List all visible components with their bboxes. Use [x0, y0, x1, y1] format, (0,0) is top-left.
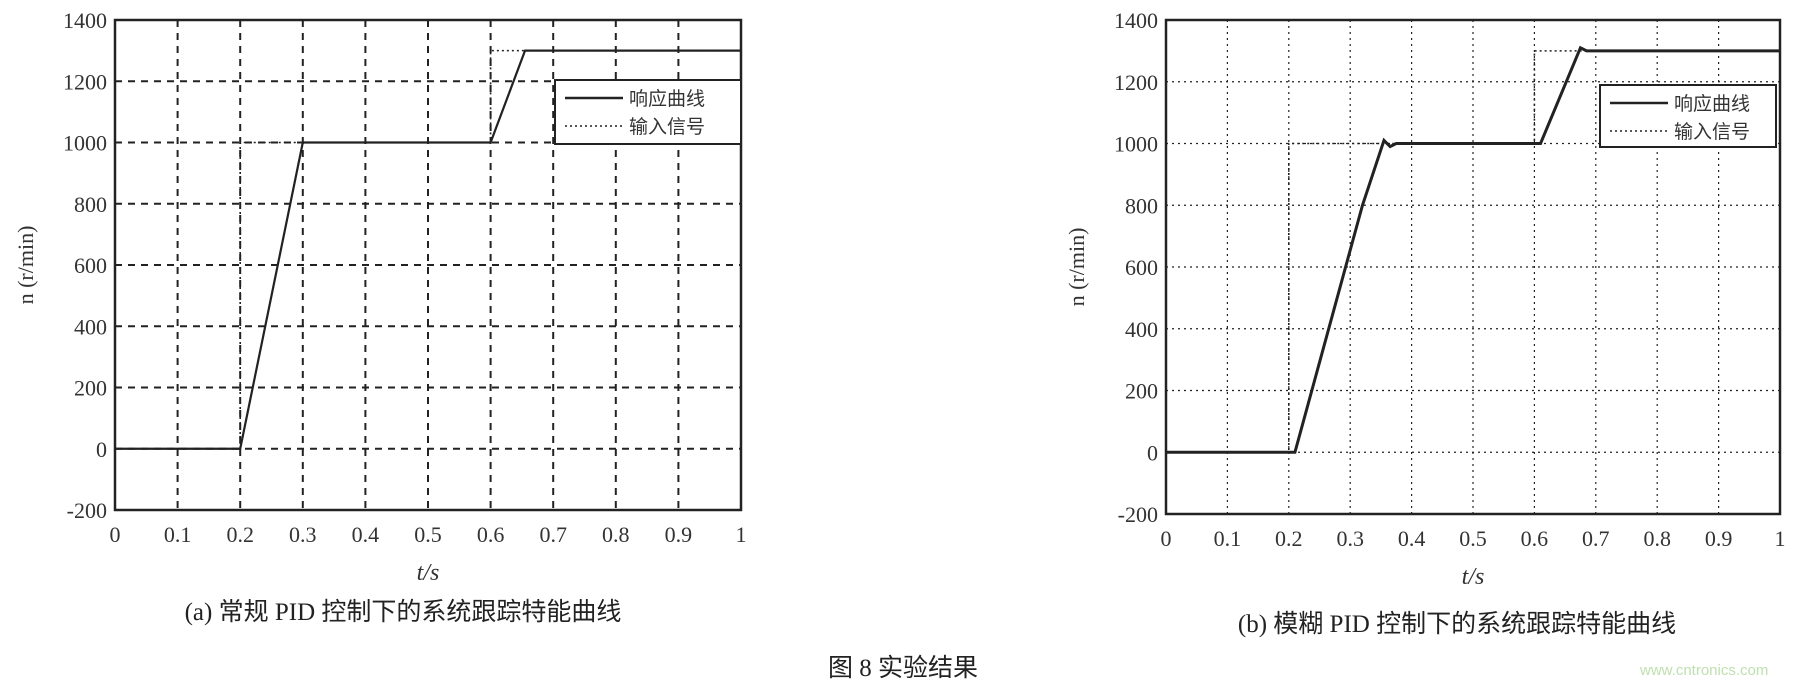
legend-label: 输入信号: [629, 116, 705, 138]
plot-frame: [1164, 18, 1782, 516]
y-tick-label: 200: [1125, 379, 1158, 404]
y-tick-label: -200: [1118, 502, 1158, 527]
figure-caption: 图 8 实验结果: [827, 655, 979, 682]
y-tick-label: 1400: [63, 8, 107, 33]
y-tick-label: 1400: [1114, 8, 1158, 33]
y-tick-label: 0: [1147, 440, 1158, 465]
x-tick-label: 0.2: [226, 522, 254, 547]
x-tick-label: 0.7: [1582, 526, 1610, 551]
x-tick-label: 0.5: [414, 522, 442, 547]
x-tick-label: 0.8: [602, 522, 630, 547]
y-tick-label: 1200: [63, 69, 107, 94]
y-tick-label: 0: [96, 437, 107, 462]
y-tick-label: 600: [1125, 255, 1158, 280]
y-tick-label: 1000: [63, 131, 107, 156]
y-axis-label: n (r/min): [1064, 228, 1089, 307]
x-tick-label: 0.9: [665, 522, 693, 547]
x-tick-label: 0.5: [1459, 526, 1487, 551]
legend-label: 响应曲线: [629, 88, 705, 110]
x-tick-label: 0.9: [1705, 526, 1733, 551]
legend-box: [1599, 84, 1777, 148]
y-tick-label: 800: [1125, 193, 1158, 218]
y-tick-label: -200: [67, 498, 107, 523]
legend-box: [554, 79, 742, 145]
watermark: www.cntronics.com: [1640, 662, 1769, 679]
x-tick-label: 0.1: [1214, 526, 1242, 551]
chart-a: 0 0.1 0.2 0.3 0.4 0.5 0.6 0.7 0.8 0.9 1-2000200400…: [13, 8, 747, 586]
series-input: [115, 49, 741, 450]
caption-a: (a) 常规 PID 控制下的系统跟踪特能曲线: [184, 599, 622, 626]
x-tick-label: 1: [1775, 526, 1786, 551]
caption-b: (b) 模糊 PID 控制下的系统跟踪特能曲线: [1237, 611, 1677, 638]
series-response: [115, 49, 741, 450]
legend-label: 响应曲线: [1674, 93, 1750, 115]
x-tick-label: 0.3: [1336, 526, 1364, 551]
x-tick-label: 0.4: [1398, 526, 1426, 551]
y-tick-label: 400: [74, 314, 107, 339]
x-tick-label: 0.2: [1275, 526, 1303, 551]
x-tick-label: 0: [110, 522, 121, 547]
x-tick-label: 0.1: [164, 522, 192, 547]
series-input: [1166, 50, 1780, 454]
y-tick-label: 800: [74, 192, 107, 217]
x-tick-label: 0.6: [1521, 526, 1549, 551]
x-axis-label: t/s: [1462, 564, 1485, 590]
y-tick-label: 1200: [1114, 70, 1158, 95]
x-tick-label: 0.3: [289, 522, 317, 547]
y-axis-label: n (r/min): [13, 226, 38, 305]
chart-b: 0 0.1 0.2 0.3 0.4 0.5 0.6 0.7 0.8 0.9 1-2000200400…: [1064, 8, 1786, 590]
x-tick-label: 0.8: [1643, 526, 1671, 551]
x-tick-label: 0.7: [539, 522, 567, 547]
y-tick-label: 1000: [1114, 132, 1158, 157]
x-axis-label: t/s: [417, 560, 440, 586]
x-tick-label: 0.4: [352, 522, 380, 547]
legend-label: 输入信号: [1674, 121, 1750, 143]
plot-frame: [113, 18, 743, 512]
y-tick-label: 600: [74, 253, 107, 278]
y-tick-label: 400: [1125, 317, 1158, 342]
series-response: [1166, 45, 1780, 454]
x-tick-label: 1: [736, 522, 747, 547]
x-tick-label: 0: [1161, 526, 1172, 551]
y-tick-label: 200: [74, 376, 107, 401]
x-tick-label: 0.6: [477, 522, 505, 547]
